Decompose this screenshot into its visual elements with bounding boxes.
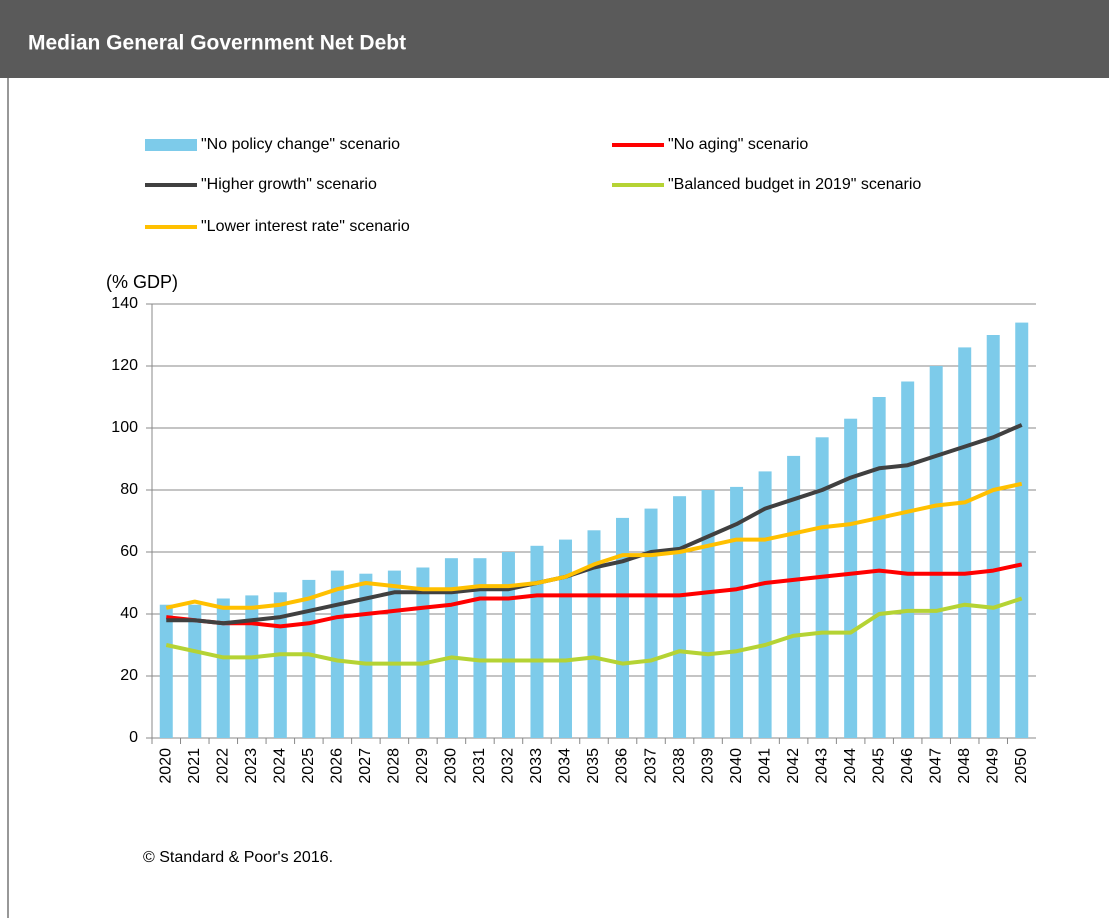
legend-swatch — [145, 139, 197, 151]
x-tick-label: 2033 — [528, 748, 545, 784]
bar — [929, 366, 943, 738]
x-tick-label: 2027 — [357, 748, 374, 784]
bar — [216, 598, 230, 738]
bar — [616, 517, 630, 738]
x-tick-label: 2038 — [671, 748, 688, 784]
line-series — [165, 481, 1023, 610]
bar — [730, 486, 744, 738]
bar — [673, 496, 687, 738]
bar — [245, 595, 259, 738]
bar — [958, 347, 972, 738]
bar — [387, 570, 401, 738]
bar — [473, 558, 487, 738]
bar — [302, 579, 316, 738]
x-tick-label: 2020 — [157, 748, 174, 784]
x-tick-label: 2032 — [500, 748, 517, 784]
x-tick-label: 2044 — [842, 748, 859, 784]
y-axis-label: (% GDP) — [106, 272, 178, 292]
x-tick-label: 2025 — [300, 748, 317, 784]
x-tick-label: 2036 — [614, 748, 631, 784]
x-tick-label: 2035 — [585, 748, 602, 784]
y-tick-label: 20 — [120, 667, 138, 684]
bar — [844, 418, 858, 738]
bar — [815, 437, 829, 738]
x-tick-label: 2026 — [329, 748, 346, 784]
bar — [986, 335, 1000, 738]
x-tick-label: 2028 — [386, 748, 403, 784]
x-tick-label: 2022 — [215, 748, 232, 784]
line-series — [165, 596, 1023, 666]
x-tick-label: 2034 — [557, 748, 574, 784]
bar — [787, 455, 801, 738]
y-tick-label: 40 — [120, 605, 138, 622]
x-tick-label: 2046 — [899, 748, 916, 784]
x-tick-label: 2050 — [1013, 748, 1030, 784]
x-tick-label: 2047 — [927, 748, 944, 784]
source-note: © Standard & Poor's 2016. — [143, 849, 333, 866]
legend-label: "Lower interest rate" scenario — [201, 218, 410, 235]
x-tick-label: 2045 — [870, 748, 887, 784]
bar — [587, 530, 601, 738]
bar — [530, 545, 544, 738]
y-tick-label: 80 — [120, 481, 138, 498]
x-tick-label: 2048 — [956, 748, 973, 784]
bar — [501, 552, 515, 738]
bar — [1015, 322, 1029, 738]
x-tick-label: 2031 — [471, 748, 488, 784]
bar — [901, 381, 915, 738]
y-tick-label: 120 — [111, 357, 138, 374]
bar — [701, 490, 715, 738]
bar — [159, 604, 173, 738]
y-tick-label: 0 — [129, 729, 138, 746]
bar — [872, 397, 886, 738]
x-tick-label: 2021 — [186, 748, 203, 784]
legend-label: "Higher growth" scenario — [201, 176, 377, 193]
x-tick-label: 2039 — [699, 748, 716, 784]
bar — [330, 570, 344, 738]
line-series — [166, 423, 1023, 626]
bar — [558, 539, 572, 738]
line-series — [166, 562, 1023, 629]
x-tick-label: 2029 — [414, 748, 431, 784]
x-tick-label: 2040 — [728, 748, 745, 784]
legend-label: "Balanced budget in 2019" scenario — [668, 176, 921, 193]
bar — [188, 604, 202, 738]
x-tick-label: 2030 — [443, 748, 460, 784]
y-tick-label: 140 — [111, 295, 138, 312]
header-bar — [0, 0, 1109, 78]
x-tick-label: 2023 — [243, 748, 260, 784]
bar — [644, 508, 658, 738]
chart-title: Median General Government Net Debt — [28, 32, 406, 55]
bar — [444, 558, 458, 738]
bar — [273, 592, 287, 738]
y-tick-label: 100 — [111, 419, 138, 436]
y-tick-label: 60 — [120, 543, 138, 560]
x-tick-label: 2049 — [984, 748, 1001, 784]
x-tick-label: 2037 — [642, 748, 659, 784]
x-tick-label: 2041 — [756, 748, 773, 784]
legend-label: "No policy change" scenario — [201, 136, 400, 153]
legend-label: "No aging" scenario — [668, 136, 808, 153]
x-tick-label: 2042 — [785, 748, 802, 784]
x-tick-label: 2024 — [272, 748, 289, 784]
x-tick-label: 2043 — [813, 748, 830, 784]
